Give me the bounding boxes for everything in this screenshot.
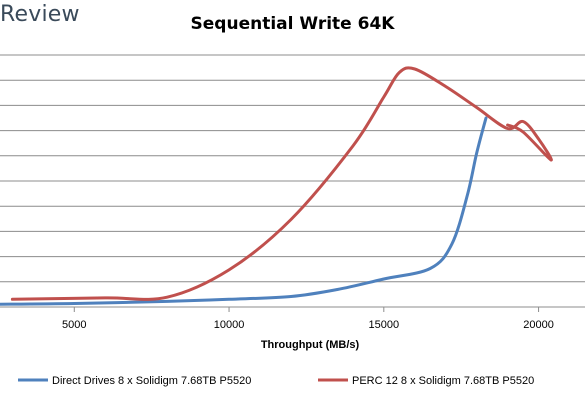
x-tick-label: 5000 — [62, 319, 86, 331]
legend-label-1: Direct Drives 8 x Solidigm 7.68TB P5520 — [52, 375, 251, 387]
x-axis-ticks: 5000 10000 15000 20000 — [62, 307, 554, 331]
x-tick-label: 20000 — [523, 319, 554, 331]
legend-label-2: PERC 12 8 x Solidigm 7.68TB P5520 — [352, 375, 534, 387]
series-line-2 — [10, 66, 553, 301]
watermark-logo-text: Review — [0, 2, 80, 27]
x-tick-label: 15000 — [369, 319, 400, 331]
x-axis-label: Throughput (MB/s) — [261, 339, 360, 351]
series-lines — [0, 66, 553, 306]
chart-title: Sequential Write 64K — [190, 14, 395, 34]
legend: Direct Drives 8 x Solidigm 7.68TB P5520 P… — [18, 375, 534, 387]
gridlines — [0, 54, 585, 283]
series-line-1 — [0, 116, 488, 306]
x-tick-label: 10000 — [214, 319, 245, 331]
